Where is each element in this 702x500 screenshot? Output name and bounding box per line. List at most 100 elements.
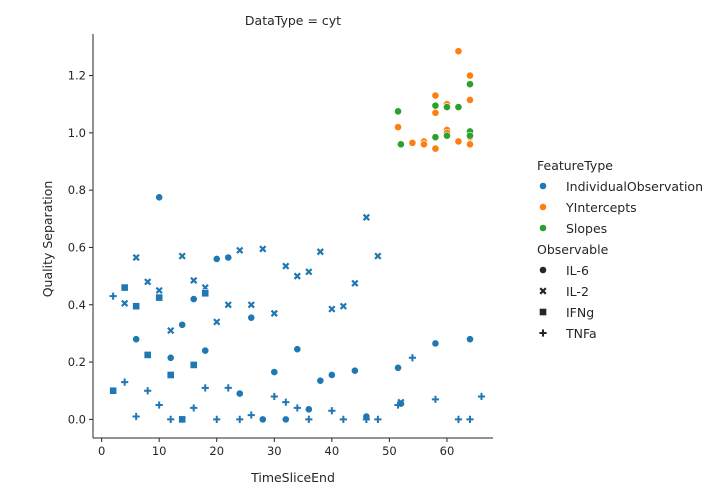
data-point — [466, 71, 474, 80]
data-point — [394, 401, 402, 409]
y-tick-label: 0.6 — [68, 240, 86, 254]
x-tick-label: 30 — [267, 444, 282, 458]
legend-label: Slopes — [566, 221, 607, 236]
x-tick-label: 20 — [209, 444, 224, 458]
data-point — [466, 131, 474, 140]
data-point — [327, 371, 336, 379]
legend-marker — [539, 266, 547, 274]
data-point — [328, 407, 336, 415]
x-tick-label: 50 — [382, 444, 397, 458]
data-point — [132, 302, 141, 311]
data-point — [454, 137, 463, 146]
y-tick-label: 1.0 — [68, 126, 86, 140]
series-individualobservation-tnfa — [109, 292, 486, 423]
data-point — [394, 363, 402, 372]
data-point — [328, 305, 336, 313]
data-point — [281, 415, 290, 424]
legend-marker — [539, 308, 547, 316]
data-point — [144, 278, 152, 286]
data-point — [293, 345, 302, 354]
data-point — [167, 326, 175, 335]
data-point — [454, 47, 463, 56]
data-point — [155, 193, 164, 202]
data-point — [408, 354, 417, 362]
data-point — [259, 245, 267, 253]
series-individualobservation-ifng — [109, 283, 210, 424]
legend-label: IFNg — [566, 305, 594, 320]
data-point — [431, 133, 440, 142]
legend-item: IL-6 — [539, 263, 589, 278]
legend-marker — [539, 224, 547, 232]
data-point — [408, 138, 417, 147]
data-point — [224, 384, 232, 392]
data-point — [305, 415, 313, 423]
data-point — [477, 392, 486, 401]
data-point — [166, 371, 175, 379]
x-tick-label: 40 — [325, 444, 340, 458]
legend-label: YIntercepts — [565, 200, 637, 215]
y-tick-label: 1.2 — [68, 69, 86, 83]
data-point — [143, 351, 152, 359]
data-point — [178, 415, 187, 424]
data-point — [431, 339, 440, 348]
data-point — [270, 392, 278, 401]
data-point — [235, 389, 244, 398]
data-point — [454, 103, 463, 111]
data-point — [212, 255, 221, 263]
data-point — [466, 140, 474, 149]
data-point — [466, 80, 474, 89]
data-point — [304, 405, 313, 414]
legend-item: YIntercepts — [539, 200, 637, 215]
data-point — [121, 378, 129, 386]
data-point — [466, 415, 474, 423]
data-point — [443, 131, 451, 140]
series-yintercepts-il-6 — [394, 47, 474, 153]
data-point — [431, 101, 440, 110]
data-point — [201, 384, 209, 392]
x-tick-label: 0 — [98, 444, 105, 458]
y-axis-label: Quality Separation — [40, 181, 55, 298]
data-point — [374, 415, 382, 423]
legend-item: IL-2 — [539, 284, 589, 299]
data-point — [213, 318, 221, 326]
y-tick-label: 0.4 — [68, 298, 86, 312]
data-point — [394, 107, 402, 116]
data-point — [155, 286, 163, 295]
data-point — [189, 361, 198, 369]
series-slopes-il-6 — [394, 80, 474, 149]
x-tick-label: 60 — [440, 444, 455, 458]
data-point — [374, 252, 382, 260]
legend-label: IL-2 — [566, 284, 589, 299]
data-point — [394, 123, 402, 132]
legend-item: IFNg — [539, 305, 594, 320]
data-point — [282, 262, 290, 270]
data-point — [201, 289, 210, 298]
data-point — [201, 346, 210, 355]
data-point — [351, 279, 359, 287]
data-point — [236, 246, 244, 254]
data-point — [189, 295, 198, 303]
data-point — [466, 96, 474, 104]
data-point — [178, 320, 187, 329]
data-point — [454, 415, 463, 423]
data-point — [316, 248, 324, 256]
legend-marker — [539, 182, 547, 190]
x-tick-label: 10 — [152, 444, 167, 458]
data-point — [431, 91, 440, 100]
legend-item: IndividualObservation — [539, 179, 702, 194]
data-point — [293, 404, 301, 412]
y-tick-label: 0.2 — [68, 355, 86, 369]
data-point — [166, 353, 175, 362]
data-point — [466, 335, 474, 344]
data-point — [224, 253, 233, 262]
series-individualobservation-il-6 — [132, 193, 474, 424]
data-point — [431, 108, 440, 117]
legend-label: IL-6 — [566, 263, 589, 278]
data-point — [362, 415, 370, 423]
legend-hue-title: FeatureType — [537, 158, 613, 173]
data-point — [316, 376, 325, 385]
data-point — [339, 415, 347, 423]
legend-style-title: Observable — [537, 242, 609, 257]
data-point — [121, 299, 129, 307]
legend: FeatureType IndividualObservation YInterce… — [537, 158, 702, 341]
